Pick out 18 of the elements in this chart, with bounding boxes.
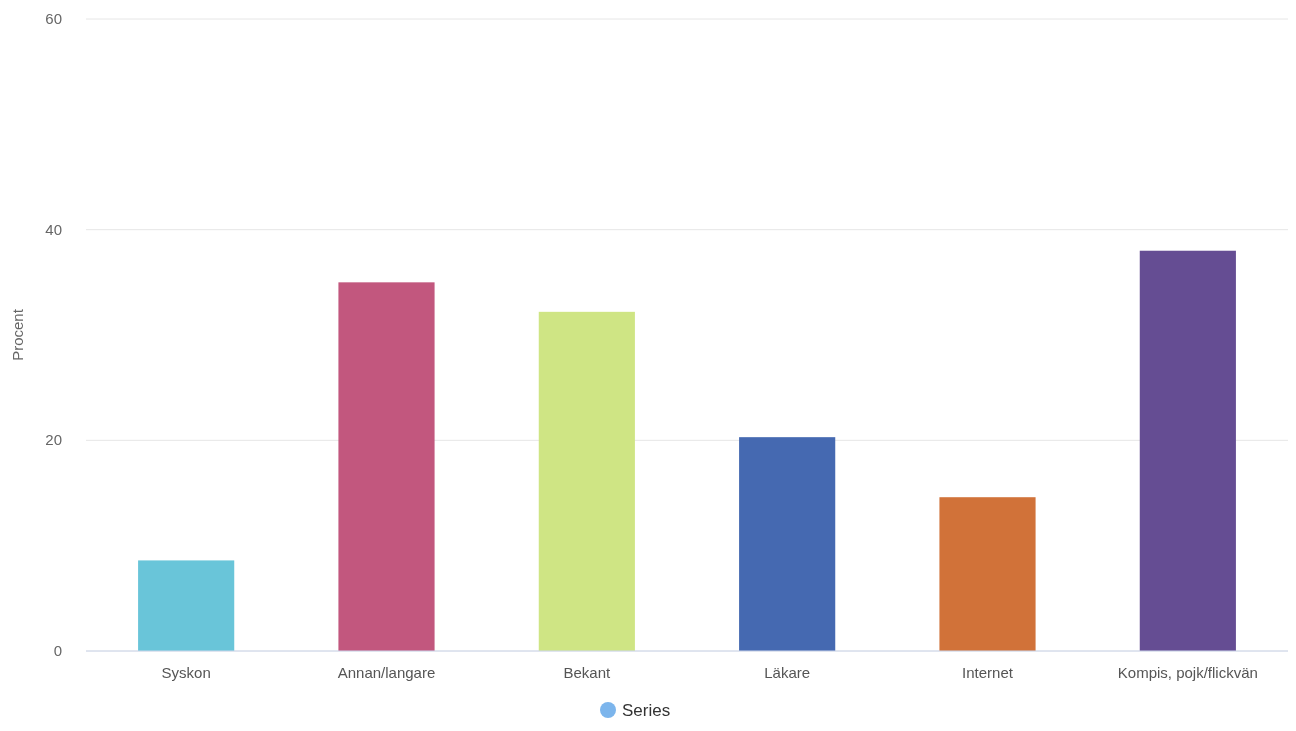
- text: Series: [622, 701, 671, 720]
- bar: [739, 437, 836, 651]
- x-tick-label: Internet: [962, 664, 1014, 681]
- x-tick-label: Annan/langare: [337, 664, 436, 681]
- y-tick-label: 40: [45, 220, 62, 238]
- bar: [939, 497, 1036, 651]
- bar: [1139, 250, 1236, 651]
- bar: [138, 560, 235, 651]
- y-tick-label: 60: [45, 10, 62, 27]
- x-tick-label: Bekant: [563, 664, 612, 681]
- bar: [338, 282, 435, 651]
- x-tick-label: Läkare: [764, 664, 811, 681]
- y-tick-label: 20: [45, 431, 62, 449]
- y-axis-title: Procent: [9, 308, 26, 361]
- bar: [538, 311, 635, 651]
- x-tick-label: Kompis, pojk/flickvän: [1117, 664, 1258, 681]
- x-tick-label: Syskon: [161, 664, 211, 681]
- y-tick-label: 0: [53, 642, 62, 659]
